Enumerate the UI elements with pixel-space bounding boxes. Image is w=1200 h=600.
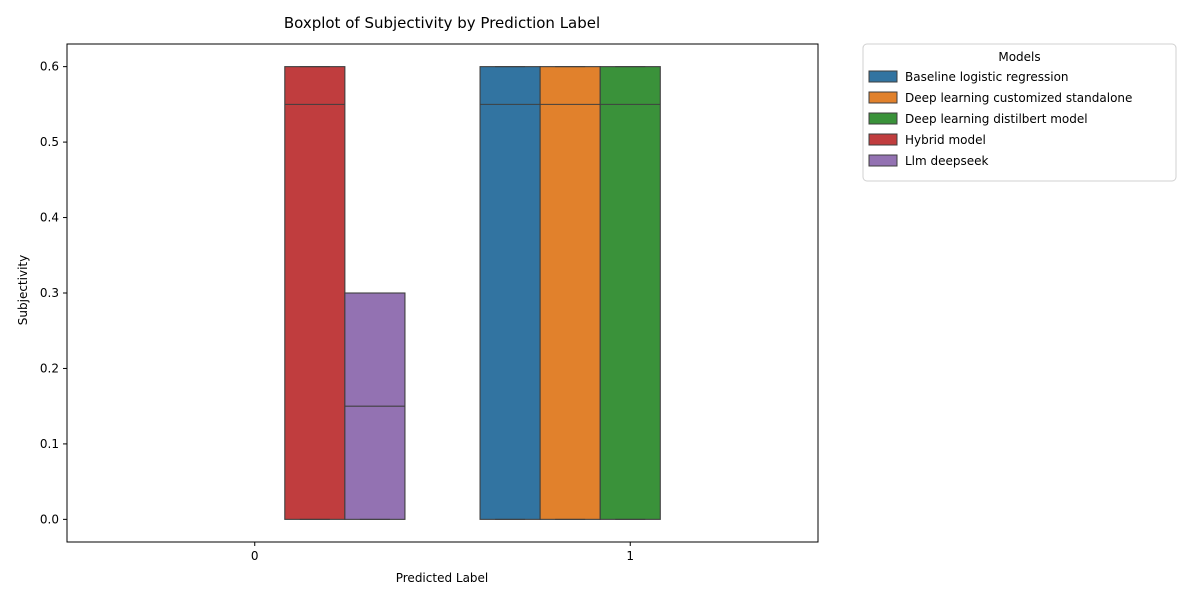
plot-frame: [66, 43, 819, 543]
legend: Models Baseline logistic regression Deep l…: [862, 43, 1177, 182]
box-2-1: [599, 66, 661, 520]
y-tick-label: 0.6: [40, 60, 59, 74]
legend-entry: Hybrid model: [905, 133, 986, 147]
legend-entry: Deep learning distilbert model: [905, 112, 1088, 126]
plot-area: 0.0 0.1 0.2 0.3 0.4 0.5 0.6 0 1: [40, 43, 819, 563]
legend-swatch: [868, 154, 898, 167]
legend-entry: Baseline logistic regression: [905, 70, 1069, 84]
box-0-1: [479, 66, 541, 520]
x-tick-label: 1: [626, 549, 634, 563]
x-tick-label: 0: [251, 549, 259, 563]
box-3-0: [284, 66, 346, 520]
legend-frame: [862, 43, 1177, 182]
chart-title: Boxplot of Subjectivity by Prediction La…: [284, 14, 600, 32]
y-tick-label: 0.1: [40, 437, 59, 451]
legend-swatch: [868, 70, 898, 83]
y-tick-label: 0.0: [40, 512, 59, 526]
box-1-1: [539, 66, 601, 520]
legend-swatch: [868, 112, 898, 125]
box-body: [539, 66, 601, 520]
y-axis-label: Subjectivity: [16, 255, 30, 325]
box-body: [599, 66, 661, 520]
legend-entry: Deep learning customized standalone: [905, 91, 1132, 105]
box-4-0: [344, 292, 406, 520]
box-body: [479, 66, 541, 520]
legend-entry: Llm deepseek: [905, 154, 989, 168]
y-tick-label: 0.5: [40, 135, 59, 149]
y-tick-label: 0.3: [40, 286, 59, 300]
y-tick-label: 0.2: [40, 361, 59, 375]
x-axis-label: Predicted Label: [396, 571, 489, 585]
legend-swatch: [868, 133, 898, 146]
legend-swatch: [868, 91, 898, 104]
box-body: [284, 66, 346, 520]
y-tick-label: 0.4: [40, 211, 59, 225]
legend-title: Models: [998, 50, 1040, 64]
